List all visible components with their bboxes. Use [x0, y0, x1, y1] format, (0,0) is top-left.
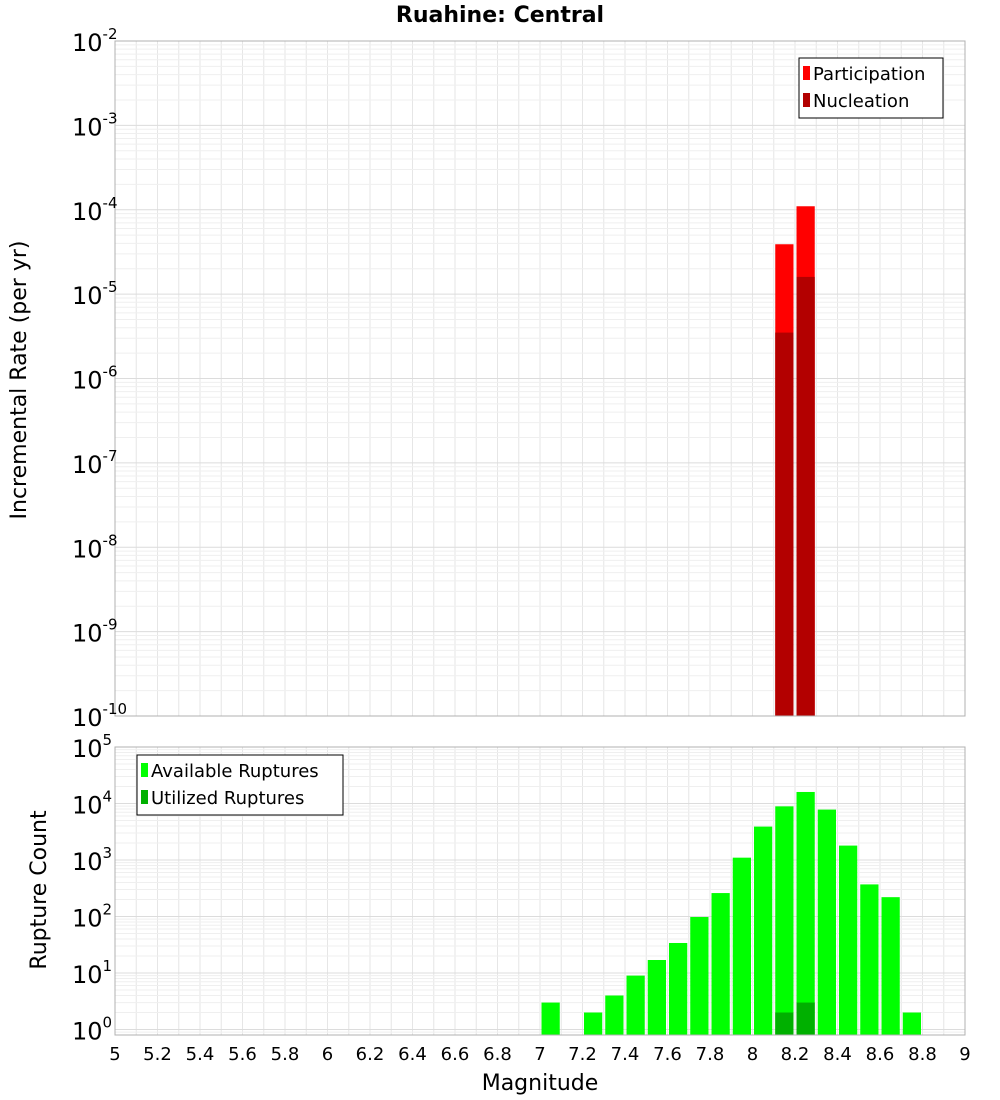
- legend-swatch: [141, 763, 148, 777]
- y-tick-label: 100: [72, 1014, 112, 1046]
- x-tick-label: 8.6: [866, 1044, 895, 1065]
- legend-entry-label: Utilized Ruptures: [151, 788, 304, 809]
- plot-frame: [114, 40, 966, 717]
- legend-swatch: [803, 93, 810, 107]
- x-tick-label: 5.2: [143, 1044, 172, 1065]
- legend-entry-label: Available Ruptures: [151, 761, 319, 782]
- x-tick-label: 8.2: [781, 1044, 810, 1065]
- x-tick-label: 7.2: [568, 1044, 597, 1065]
- count-legend: [136, 754, 344, 816]
- count-bar-available-ruptures: [839, 845, 858, 1035]
- y-tick-label: 10-3: [72, 109, 118, 141]
- count-bar-available-ruptures: [690, 917, 709, 1035]
- x-tick-label: 6.8: [483, 1044, 512, 1065]
- legend-swatch: [803, 66, 810, 80]
- y-tick-label: 101: [72, 957, 112, 989]
- x-axis-label: Magnitude: [482, 1071, 599, 1096]
- y-tick-label: 10-4: [72, 194, 118, 226]
- count-bar-available-ruptures: [732, 857, 751, 1035]
- x-tick-label: 6: [322, 1044, 333, 1065]
- y-tick-label: 10-5: [72, 278, 118, 310]
- count-bar-available-ruptures: [711, 893, 730, 1035]
- legend-entry-label: Nucleation: [813, 91, 909, 112]
- rate-legend: [798, 57, 944, 119]
- legend-layer: Participation Nucleation Available Rupture…: [136, 57, 944, 816]
- y-tick-label: 10-9: [72, 616, 118, 648]
- x-tick-label: 8: [747, 1044, 758, 1065]
- y-tick-label: 10-7: [72, 447, 118, 479]
- bar-layer: [541, 206, 921, 1035]
- y-tick-label: 105: [72, 731, 112, 763]
- y-tick-label: 10-10: [72, 700, 127, 732]
- x-tick-label: 7.8: [696, 1044, 725, 1065]
- count-bar-available-ruptures: [541, 1002, 560, 1035]
- count-bar-available-ruptures: [860, 884, 879, 1035]
- x-tick-label: 6.4: [398, 1044, 427, 1065]
- legend-swatch: [141, 790, 148, 804]
- count-bar-available-ruptures: [754, 826, 773, 1035]
- x-tick-label: 5.4: [186, 1044, 215, 1065]
- count-bar-available-ruptures: [584, 1012, 603, 1035]
- count-bar-available-ruptures: [626, 975, 645, 1035]
- x-tick-label: 8.8: [908, 1044, 937, 1065]
- x-tick-label: 9: [959, 1044, 970, 1065]
- y-tick-label: 10-2: [72, 25, 118, 57]
- y-tick-label: 10-6: [72, 363, 118, 395]
- count-bar-utilized-ruptures: [796, 1002, 815, 1035]
- count-bar-available-ruptures: [817, 809, 836, 1035]
- x-tick-label: 8.4: [823, 1044, 852, 1065]
- count-bar-utilized-ruptures: [775, 1012, 794, 1035]
- x-tick-label: 5.8: [271, 1044, 300, 1065]
- count-bar-available-ruptures: [881, 897, 900, 1035]
- count-bar-available-ruptures: [647, 959, 666, 1035]
- axis-layer: 10-2 10-3 10-4 10-5 10-6 10-7 10-8 10-9 10-10 100…: [72, 25, 971, 1065]
- count-bar-available-ruptures: [775, 806, 794, 1035]
- y-tick-label: 103: [72, 844, 112, 876]
- rate-bar-nucleation: [775, 332, 794, 716]
- y-tick-label: 104: [72, 788, 112, 820]
- bottom-y-axis-label: Rupture Count: [27, 810, 52, 970]
- x-tick-label: 6.2: [356, 1044, 385, 1065]
- x-tick-label: 7: [534, 1044, 545, 1065]
- count-bar-available-ruptures: [796, 791, 815, 1035]
- x-tick-label: 7.4: [611, 1044, 640, 1065]
- count-bar-available-ruptures: [902, 1012, 921, 1035]
- x-tick-label: 5: [109, 1044, 120, 1065]
- x-tick-label: 7.6: [653, 1044, 682, 1065]
- y-tick-label: 102: [72, 901, 112, 933]
- plot-frame: [114, 746, 966, 1036]
- top-y-axis-label: Incremental Rate (per yr): [7, 241, 32, 520]
- frame-layer: [114, 40, 966, 1036]
- x-tick-label: 5.6: [228, 1044, 257, 1065]
- chart-title: Ruahine: Central: [396, 3, 604, 28]
- y-tick-label: 10-8: [72, 531, 118, 563]
- x-tick-label: 6.6: [441, 1044, 470, 1065]
- count-bar-available-ruptures: [669, 942, 688, 1035]
- legend-entry-label: Participation: [813, 64, 925, 85]
- count-bar-available-ruptures: [605, 995, 624, 1035]
- rate-bar-nucleation: [796, 276, 815, 716]
- grid-layer: [114, 40, 966, 1036]
